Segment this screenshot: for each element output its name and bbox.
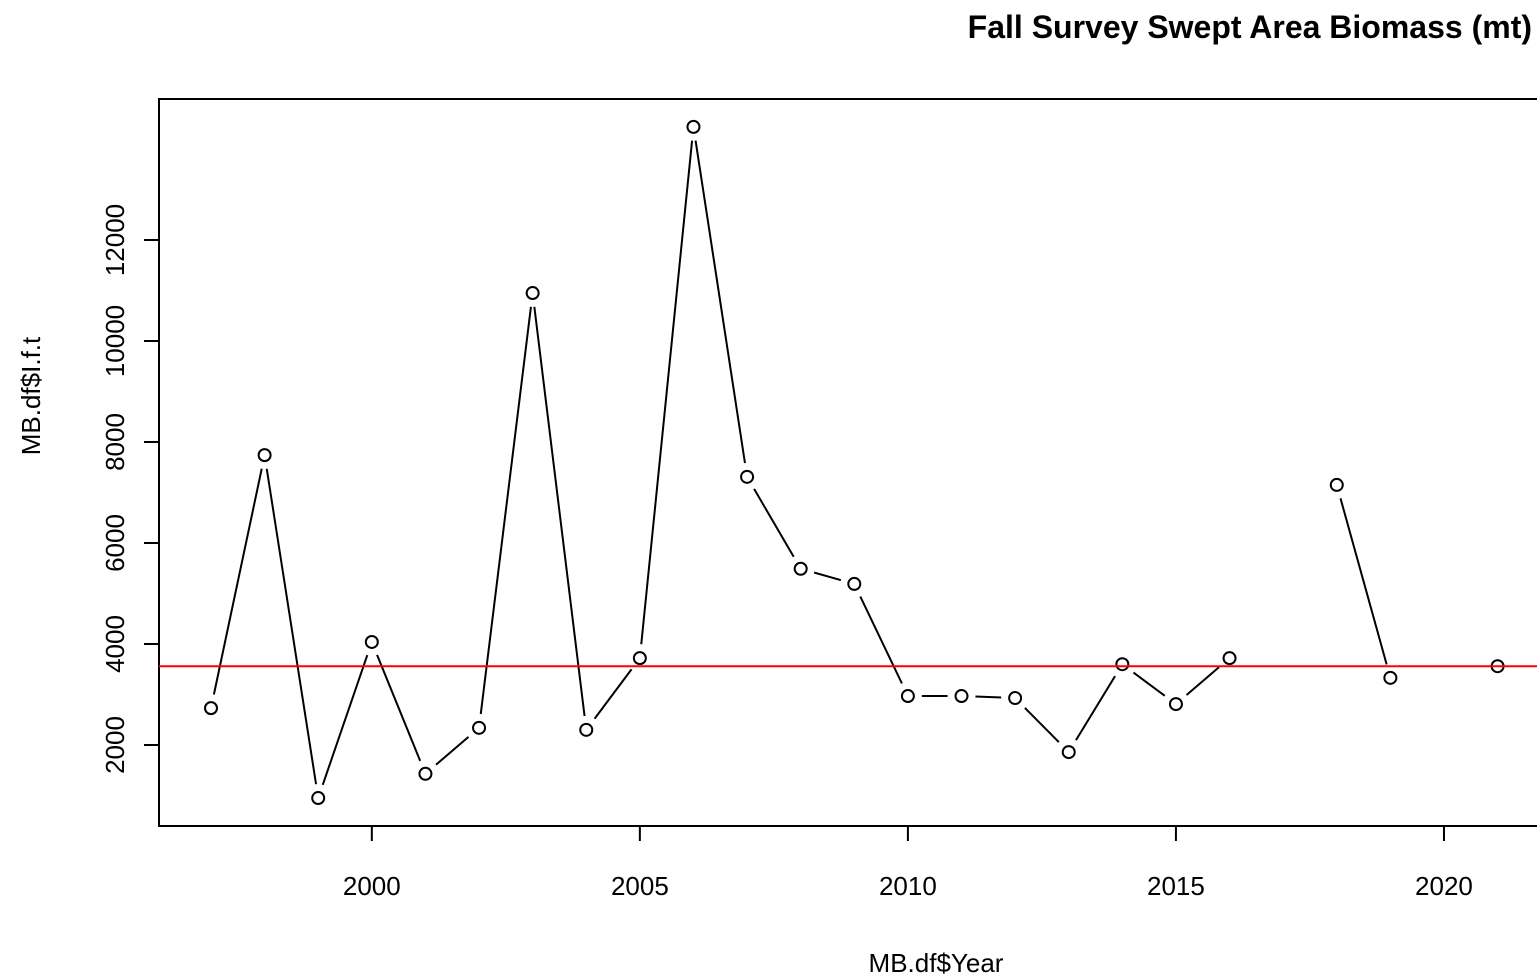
point [1168,697,1183,712]
y-tick-label: 10000 [100,305,130,377]
x-tick-label: 2010 [879,871,937,901]
point [1222,651,1237,666]
y-tick-label: 6000 [100,514,130,572]
y-axis-title: MB.df$I.f.t [16,336,46,455]
point [364,634,379,649]
point [847,576,862,591]
point [579,722,594,737]
x-tick-label: 2000 [343,871,401,901]
point [900,689,915,704]
y-tick-label: 12000 [100,204,130,276]
point [740,469,755,484]
point [954,689,969,704]
point [418,766,433,781]
x-tick-label: 2020 [1415,871,1473,901]
point [1008,691,1023,706]
point [686,119,701,134]
x-tick-label: 2015 [1147,871,1205,901]
y-tick-label: 8000 [100,413,130,471]
chart-title: Fall Survey Swept Area Biomass (mt) [968,9,1532,45]
x-axis-title: MB.df$Year [869,948,1004,978]
point [793,561,808,576]
plot-box [158,98,1537,827]
point [632,651,647,666]
point [525,286,540,301]
point [1115,657,1130,672]
y-tick-label: 2000 [100,716,130,774]
point [203,701,218,716]
series-line [211,127,1498,798]
point [1383,670,1398,685]
point [311,791,326,806]
point [1329,477,1344,492]
x-tick-label: 2005 [611,871,669,901]
point [1061,745,1076,760]
y-tick-label: 4000 [100,615,130,673]
point [472,720,487,735]
point [257,448,272,463]
